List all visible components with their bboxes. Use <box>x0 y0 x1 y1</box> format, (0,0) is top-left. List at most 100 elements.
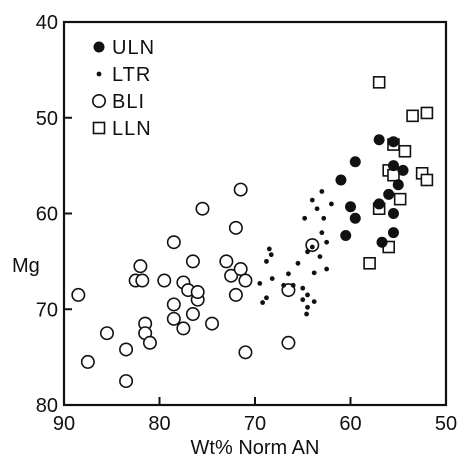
point-ltr <box>295 260 301 266</box>
point-ltr <box>324 266 330 272</box>
point-ltr <box>309 244 315 250</box>
point-ltr <box>290 282 296 288</box>
legend-marker <box>93 41 105 53</box>
point-uln <box>387 136 399 148</box>
point-ltr <box>302 215 308 221</box>
y-tick-label: 60 <box>36 204 58 226</box>
point-bli <box>166 235 181 250</box>
point-lln <box>420 173 434 187</box>
point-ltr <box>268 252 274 258</box>
point-ltr <box>305 249 310 255</box>
point-bli <box>190 285 205 300</box>
legend-marker <box>96 71 102 77</box>
x-tick-label: 70 <box>244 413 266 435</box>
point-bli <box>166 297 181 312</box>
point-lln <box>363 256 376 270</box>
point-uln <box>340 230 352 242</box>
point-uln <box>373 134 385 146</box>
series-ltr <box>257 189 334 317</box>
point-bli <box>71 287 86 302</box>
point-bli <box>142 335 157 350</box>
legend-item-bli: BLI <box>92 91 145 113</box>
point-bli <box>224 268 239 283</box>
point-ltr <box>309 197 315 203</box>
point-bli <box>219 254 234 269</box>
point-uln <box>387 208 399 219</box>
point-lln <box>406 109 419 123</box>
y-axis: 40 50 60 70 80 <box>36 12 72 417</box>
point-bli <box>176 321 191 336</box>
point-ltr <box>305 304 310 310</box>
point-bli <box>135 273 150 288</box>
point-bli <box>99 326 114 341</box>
point-bli <box>233 262 248 277</box>
point-lln <box>372 76 386 89</box>
point-ltr <box>305 292 310 298</box>
series-uln <box>335 134 409 248</box>
point-ltr <box>269 276 275 282</box>
point-bli <box>228 287 243 302</box>
point-lln <box>387 168 400 182</box>
y-tick-label: 80 <box>36 395 58 417</box>
point-bli <box>195 201 210 216</box>
point-ltr <box>300 285 306 291</box>
point-bli <box>80 354 95 369</box>
legend: ULN LTR BLI LLN <box>92 37 155 140</box>
point-uln <box>335 174 347 186</box>
point-ltr <box>260 300 266 305</box>
x-axis: 90 80 70 60 50 <box>53 397 457 435</box>
point-ltr <box>266 246 272 252</box>
point-bli <box>281 335 296 350</box>
y-tick-label: 50 <box>36 108 58 130</box>
legend-item-uln: ULN <box>93 37 155 59</box>
point-uln <box>376 236 388 248</box>
point-uln <box>397 164 409 176</box>
point-ltr <box>286 271 291 277</box>
point-ltr <box>321 215 327 221</box>
legend-item-ltr: LTR <box>96 64 151 86</box>
point-ltr <box>324 239 330 245</box>
point-uln <box>349 156 361 168</box>
legend-marker <box>92 121 106 135</box>
x-tick-label: 60 <box>339 413 361 435</box>
point-uln <box>383 188 395 200</box>
point-bli <box>119 342 134 357</box>
point-bli <box>185 254 200 269</box>
point-bli <box>119 374 134 389</box>
legend-marker <box>92 94 107 109</box>
point-ltr <box>314 206 320 212</box>
point-bli <box>205 316 220 331</box>
y-tick-label: 70 <box>36 299 58 321</box>
x-tick-label: 80 <box>148 413 170 435</box>
point-ltr <box>257 280 263 286</box>
point-ltr <box>281 282 287 288</box>
point-ltr <box>329 201 334 207</box>
point-bli <box>228 220 243 235</box>
point-bli <box>233 182 248 197</box>
legend-label: BLI <box>112 91 145 113</box>
point-uln <box>387 227 399 239</box>
point-uln <box>373 198 385 210</box>
y-axis-title: Mg <box>12 255 40 277</box>
point-bli <box>238 273 253 288</box>
x-tick-label: 90 <box>53 413 75 435</box>
point-ltr <box>264 258 269 264</box>
legend-label: ULN <box>112 37 155 59</box>
data-points <box>71 76 434 389</box>
point-lln <box>398 144 412 158</box>
point-bli <box>133 259 148 274</box>
point-ltr <box>319 230 325 236</box>
point-bli <box>185 307 200 322</box>
legend-label: LTR <box>112 64 151 86</box>
legend-item-lln: LLN <box>92 118 152 140</box>
point-lln <box>420 106 434 120</box>
point-uln <box>392 179 404 191</box>
point-ltr <box>319 189 325 194</box>
point-ltr <box>311 299 317 304</box>
legend-label: LLN <box>112 118 152 140</box>
point-ltr <box>300 297 306 303</box>
point-uln <box>387 160 399 172</box>
point-uln <box>345 201 356 213</box>
